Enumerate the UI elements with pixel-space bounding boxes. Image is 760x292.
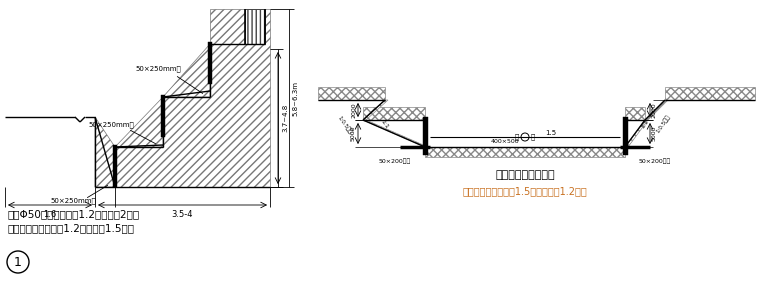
Polygon shape — [425, 147, 625, 157]
Text: 桩：Φ50钢管，桩距为1.2米，桩长2米，: 桩：Φ50钢管，桩距为1.2米，桩长2米， — [8, 209, 140, 219]
Polygon shape — [363, 107, 425, 120]
Text: 1.6: 1.6 — [43, 210, 57, 219]
Polygon shape — [625, 120, 648, 147]
Text: 3.5-4: 3.5-4 — [172, 210, 193, 219]
Polygon shape — [318, 87, 385, 100]
Polygon shape — [161, 95, 165, 137]
Text: 槽底用木桩，桩距为1.2米，桩长1.5米。: 槽底用木桩，桩距为1.2米，桩长1.5米。 — [8, 223, 135, 233]
Polygon shape — [208, 42, 212, 84]
Text: 3.7~4.8: 3.7~4.8 — [282, 104, 288, 132]
Polygon shape — [625, 107, 645, 120]
Text: 坑: 坑 — [531, 134, 535, 140]
Text: 注：基槽桩高不小于1.5米，桩距为1.2米。: 注：基槽桩高不小于1.5米，桩距为1.2米。 — [463, 186, 587, 196]
Polygon shape — [163, 44, 210, 97]
Polygon shape — [95, 117, 115, 187]
Text: 50×200木板: 50×200木板 — [379, 158, 411, 164]
Polygon shape — [115, 97, 163, 147]
Polygon shape — [645, 100, 668, 120]
Polygon shape — [423, 117, 427, 155]
Text: 基槽开挖及支护方案: 基槽开挖及支护方案 — [496, 170, 555, 180]
Text: 2000: 2000 — [652, 102, 657, 118]
Text: 1:0.5以上: 1:0.5以上 — [337, 114, 353, 135]
Polygon shape — [363, 100, 388, 120]
Text: 1.5: 1.5 — [545, 130, 556, 136]
Text: 50×250mm板: 50×250mm板 — [135, 66, 181, 72]
Polygon shape — [210, 9, 245, 44]
Text: 400×500: 400×500 — [491, 139, 519, 144]
Text: 5.8~6.3m: 5.8~6.3m — [292, 81, 298, 116]
Polygon shape — [113, 145, 117, 187]
Text: 2000: 2000 — [351, 102, 356, 118]
Text: 50×200木板: 50×200木板 — [639, 158, 671, 164]
Text: 50×250mm板: 50×250mm板 — [88, 122, 134, 128]
Text: 1:1: 1:1 — [379, 119, 389, 129]
Text: 5000: 5000 — [351, 126, 356, 141]
Text: 1:1: 1:1 — [640, 119, 650, 129]
Polygon shape — [115, 9, 270, 187]
Text: 1: 1 — [14, 256, 22, 269]
Text: 垫: 垫 — [515, 134, 519, 140]
Text: 1:0.5以上: 1:0.5以上 — [655, 114, 671, 135]
Text: 5000: 5000 — [652, 126, 657, 141]
Polygon shape — [665, 87, 755, 100]
Polygon shape — [245, 9, 265, 44]
Polygon shape — [363, 120, 428, 147]
Polygon shape — [622, 117, 628, 155]
Text: 50×250mm板: 50×250mm板 — [50, 198, 96, 204]
